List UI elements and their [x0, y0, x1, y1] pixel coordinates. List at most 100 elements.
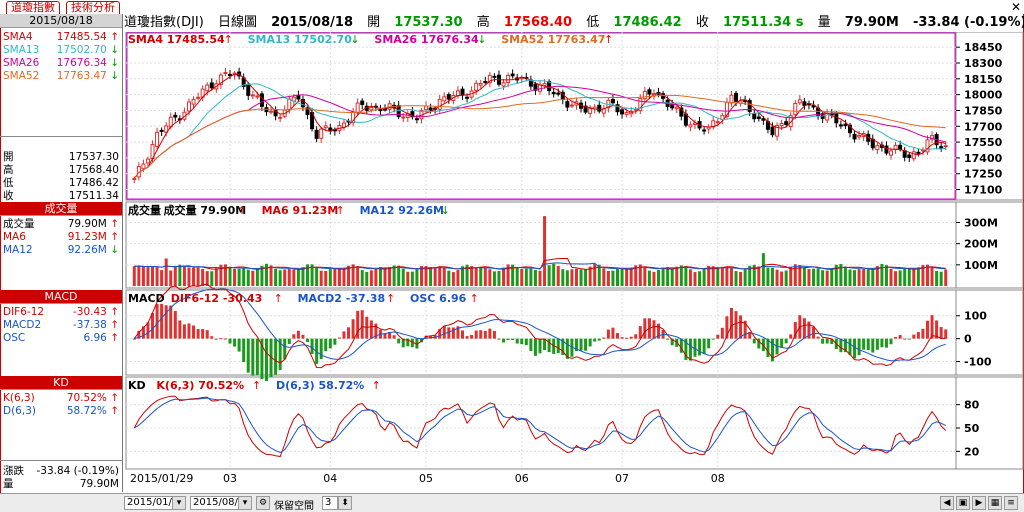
arrow-down-icon: ↓ — [441, 204, 450, 217]
volume-bar — [237, 268, 241, 286]
volume-bar — [657, 269, 661, 286]
legend-entry: SMA52 17763.47 — [501, 33, 605, 46]
volume-bar — [301, 267, 305, 286]
candle-body — [196, 96, 201, 99]
volume-bar — [816, 268, 820, 286]
candle-body — [223, 71, 228, 74]
volume-bar — [743, 269, 747, 286]
indicator-label: 低 — [3, 177, 14, 189]
osc-bar — [547, 338, 551, 353]
candle-body — [939, 146, 944, 149]
candle-body — [428, 107, 433, 111]
reserve-space-label: 保留空間 — [274, 501, 314, 512]
osc-bar — [889, 338, 893, 345]
candle-body — [383, 108, 388, 111]
volume-bar — [812, 268, 816, 286]
volume-bar — [752, 264, 756, 286]
candle-body — [487, 74, 492, 84]
tab-technical[interactable]: 技術分析 — [66, 1, 120, 14]
osc-bar — [410, 338, 414, 348]
volume-bar — [634, 265, 638, 286]
pane-macd — [125, 289, 957, 376]
settings-icon[interactable]: ⚙ — [256, 496, 270, 510]
volume-bar — [410, 271, 414, 286]
volume-bar — [757, 266, 761, 286]
volume-bar — [141, 266, 145, 286]
axis-price — [955, 32, 1024, 201]
legend-entry: 成交量 79.90M — [164, 203, 247, 217]
volume-bar — [593, 264, 597, 286]
osc-bar — [442, 325, 446, 339]
x-tick-label: 06 — [515, 472, 529, 485]
volume-bar — [834, 264, 838, 286]
volume-row: 量 79.90M — [3, 478, 119, 490]
kd-panel-title: KD — [0, 376, 122, 390]
indicator-label: SMA26 — [3, 57, 40, 69]
osc-bar — [260, 338, 264, 380]
osc-bar — [169, 305, 173, 339]
close-quote: 收 17511.34 s — [695, 15, 804, 30]
osc-bar — [930, 315, 934, 339]
d-line — [134, 397, 946, 454]
osc-bar — [939, 327, 943, 339]
low-quote: 低 17486.42 — [586, 15, 682, 30]
osc-bar — [173, 310, 177, 339]
osc-bar — [506, 338, 510, 341]
osc-bar — [565, 338, 569, 359]
osc-bar — [242, 338, 246, 362]
axis-vol — [955, 201, 1024, 289]
osc-bar — [625, 337, 629, 339]
candle-body — [875, 145, 880, 151]
spin-icon[interactable]: ⬍ — [338, 496, 352, 510]
to-dropdown-icon[interactable]: ▾ — [238, 496, 252, 510]
osc-bar — [178, 320, 182, 339]
to-date-field[interactable]: 2015/08/18 — [190, 496, 251, 510]
volume-bar — [511, 264, 515, 286]
volume-bar — [574, 268, 578, 286]
osc-bar — [146, 322, 150, 339]
technical-chart[interactable]: 17100 17250 17400 17550 17700 17850 18000 18150… — [122, 32, 1024, 493]
candle-body — [898, 144, 903, 150]
arrow-up-icon: ↑ — [252, 379, 261, 392]
scroll-left-icon[interactable]: ◀ — [940, 496, 954, 510]
candle-body — [902, 150, 907, 158]
x-tick-label: 03 — [223, 472, 237, 485]
indicator-label: MA12 — [3, 244, 33, 256]
sma52-line — [133, 94, 946, 179]
osc-bar — [925, 320, 929, 339]
volume-bar — [766, 267, 770, 286]
legend-entry: D(6,3) 58.72% — [276, 379, 364, 392]
volume-bar — [233, 268, 237, 286]
zoom-icon[interactable]: ▣ — [956, 496, 970, 510]
candle-body — [943, 145, 948, 148]
volume-bar — [652, 271, 656, 286]
osc-bar — [666, 338, 670, 340]
volume-bar — [588, 266, 592, 286]
from-dropdown-icon[interactable]: ▾ — [172, 496, 186, 510]
volume-bar — [821, 270, 825, 286]
tab-dji[interactable]: 道瓊指數 — [6, 1, 60, 14]
indicator-value: 17568.40 — [68, 164, 119, 176]
osc-bar — [770, 338, 774, 362]
osc-bar — [921, 328, 925, 339]
indicator-row: SMA26 17676.34 ↓ — [3, 57, 119, 69]
reserve-space-value[interactable]: 3 — [322, 496, 338, 510]
close-icon[interactable]: ✕ — [1010, 0, 1021, 14]
from-date-field[interactable]: 2015/01/29 — [124, 496, 185, 510]
quote-header: 道瓊指數(DJI) 日線圖 2015/08/18 開 17537.30 高 17… — [124, 14, 1024, 32]
indicator-label: K(6,3) — [3, 392, 35, 404]
chart-type-icon[interactable]: ▦ — [988, 496, 1002, 510]
status-bar: 2015/01/29 ▾ 2015/08/18 ▾ ⚙ 保留空間 3 ⬍ ◀ ▣… — [0, 493, 1024, 512]
menu-icon[interactable]: ≡ — [1004, 496, 1018, 510]
volume-bar — [515, 267, 519, 286]
legend-entry: SMA13 17502.70 — [248, 33, 353, 46]
arrow-up-icon: ↑ — [110, 319, 119, 331]
osc-bar — [369, 320, 373, 339]
scroll-right-icon[interactable]: ▶ — [972, 496, 986, 510]
arrow-up-icon: ↑ — [224, 33, 233, 46]
osc-bar — [479, 330, 483, 339]
volume-bar — [205, 271, 209, 286]
candle-body — [674, 106, 679, 110]
k-line — [133, 395, 947, 458]
candle-body — [729, 94, 734, 104]
